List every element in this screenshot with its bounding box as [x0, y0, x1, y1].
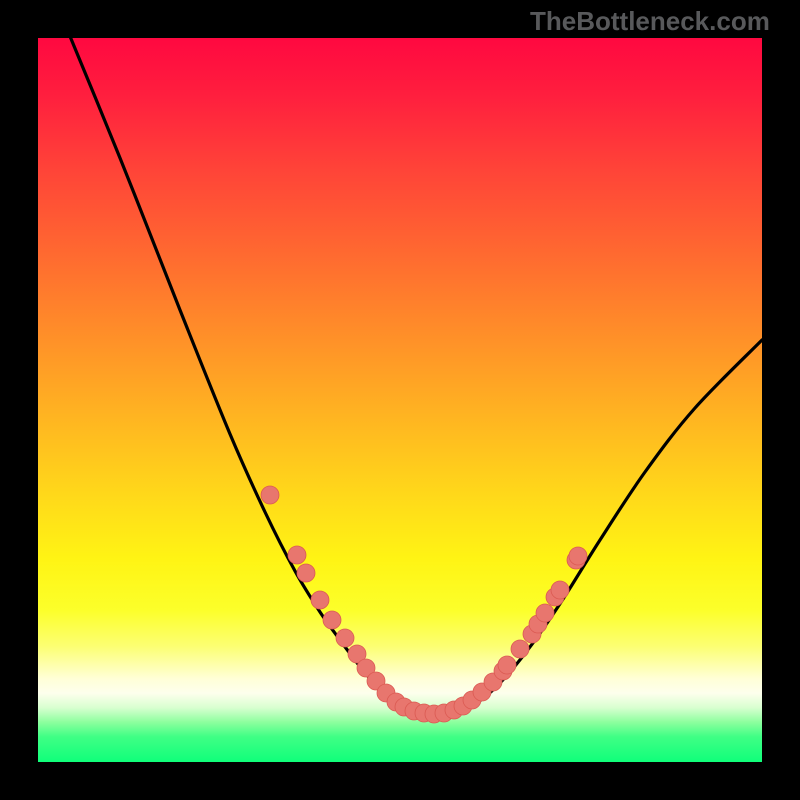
data-marker — [336, 629, 354, 647]
data-marker — [511, 640, 529, 658]
data-marker — [551, 581, 569, 599]
data-marker — [536, 604, 554, 622]
bottleneck-curve — [55, 38, 762, 716]
watermark-text: TheBottleneck.com — [530, 6, 770, 37]
data-marker — [323, 611, 341, 629]
data-marker — [569, 547, 587, 565]
curve-layer — [38, 38, 762, 762]
data-marker — [498, 656, 516, 674]
plot-area — [38, 38, 762, 762]
data-marker — [261, 486, 279, 504]
data-marker — [311, 591, 329, 609]
data-marker — [297, 564, 315, 582]
data-marker — [288, 546, 306, 564]
